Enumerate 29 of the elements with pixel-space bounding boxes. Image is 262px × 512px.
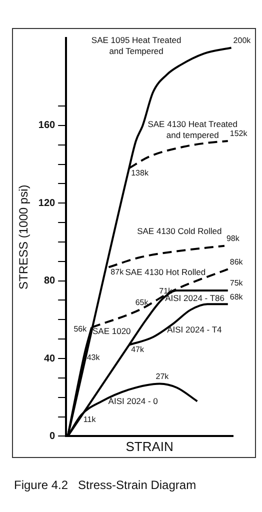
data-label: 138k — [131, 168, 150, 178]
data-label: 11k — [83, 415, 97, 424]
y-tick-label: 40 — [44, 353, 56, 364]
series-label: SAE 4130 Hot Rolled — [125, 266, 206, 277]
data-label: 152k — [230, 129, 248, 138]
data-label: 75k — [230, 278, 244, 288]
caption: Figure 4.2 Stress-Strain Diagram — [14, 478, 196, 492]
data-label: 68k — [230, 292, 244, 302]
series-label: AISI 2024 - 0 — [108, 396, 158, 406]
data-label: 56k — [74, 324, 88, 334]
data-label: 87k — [110, 267, 125, 276]
data-label: 98k — [226, 234, 240, 244]
data-label: 65k — [135, 298, 150, 308]
data-label: 43k — [86, 352, 101, 362]
data-label: 47k — [131, 345, 145, 354]
series-label: SAE 1095 Heat Treated and Tempered — [91, 35, 182, 56]
series-label: SAE 4130 Cold Rolled — [137, 226, 222, 236]
x-axis-title: STRAIN — [126, 438, 174, 454]
y-axis-title: STRESS (1000 psi) — [16, 184, 31, 290]
series-label: AISI 2024 - T86 — [165, 292, 225, 303]
data-label: 27k — [156, 372, 170, 381]
y-tick-label: 160 — [38, 120, 56, 132]
y-tick-label: 120 — [38, 198, 56, 209]
y-tick-label: 0 — [50, 430, 56, 442]
series-label: AISI 2024 - T4 — [167, 324, 222, 334]
series-label: SAE 1020 — [92, 326, 132, 336]
data-label: 200k — [233, 36, 252, 45]
data-label: 86k — [230, 257, 244, 266]
y-tick-label: 80 — [44, 276, 56, 287]
